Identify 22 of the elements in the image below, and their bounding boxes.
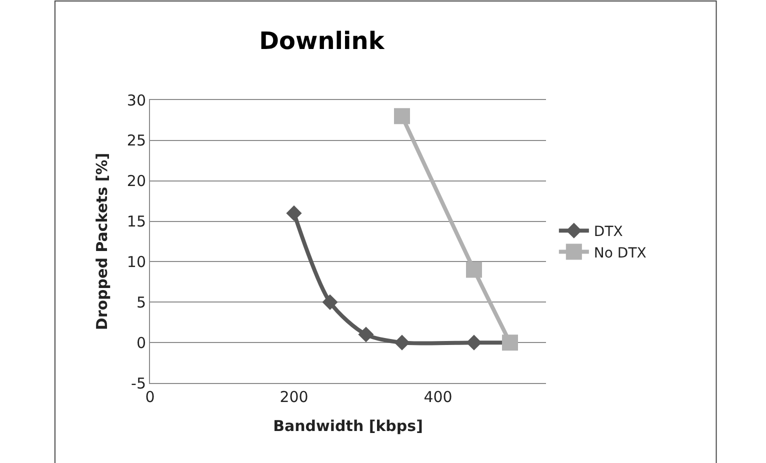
y-tick-label: 30 xyxy=(126,91,146,110)
chart-title: Downlink xyxy=(259,27,386,56)
x-axis-title: Bandwidth [kbps] xyxy=(273,417,423,435)
y-tick-label: 15 xyxy=(126,212,146,231)
point xyxy=(466,334,482,350)
point xyxy=(358,326,374,342)
y-tick-label: -5 xyxy=(131,374,146,392)
point xyxy=(394,334,410,350)
legend-label: DTX xyxy=(594,224,624,240)
x-tick-label: 200 xyxy=(280,388,308,406)
y-tick-label: 5 xyxy=(136,293,146,312)
point xyxy=(322,294,338,310)
y-tick-label: 0 xyxy=(136,334,146,352)
point xyxy=(286,205,302,221)
x-tick-label: 400 xyxy=(424,388,452,406)
legend-label: No DTX xyxy=(594,245,647,262)
y-tick-label: 10 xyxy=(126,252,146,271)
y-tick-label: 20 xyxy=(126,172,146,190)
y-axis-title: Dropped Packets [%] xyxy=(93,152,112,330)
point xyxy=(466,262,482,278)
y-tick-label: 25 xyxy=(126,132,146,150)
point xyxy=(394,108,410,124)
